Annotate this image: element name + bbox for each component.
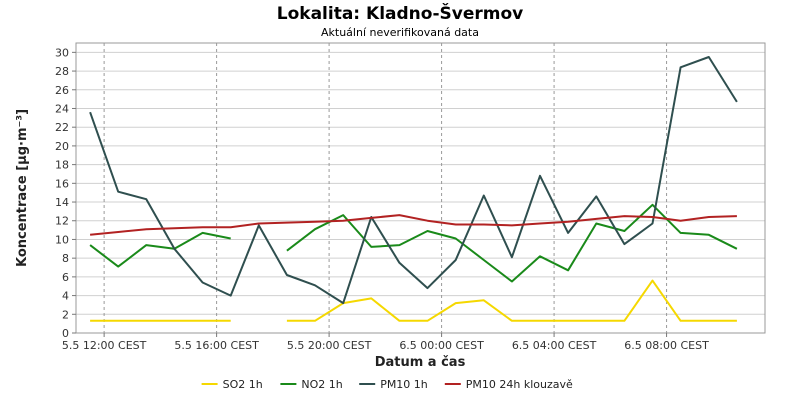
y-tick-label: 22: [55, 121, 69, 134]
x-tick-label: 5.5 20:00 CEST: [287, 339, 372, 352]
y-tick-label: 6: [62, 271, 69, 284]
x-tick-label: 6.5 08:00 CEST: [624, 339, 709, 352]
legend-label: PM10 1h: [380, 378, 428, 391]
chart-title: Lokalita: Kladno-Švermov: [277, 2, 523, 24]
legend: SO2 1h NO2 1h PM10 1h PM10 24h klouzavě: [201, 378, 573, 391]
x-tick-label: 6.5 00:00 CEST: [399, 339, 484, 352]
y-tick-label: 10: [55, 233, 69, 246]
plot-area: [75, 42, 766, 334]
legend-label: SO2 1h: [223, 378, 263, 391]
grid: [76, 43, 765, 333]
y-tick-label: 16: [55, 177, 69, 190]
series-line-pm10-24h-klouzav: [90, 214, 737, 236]
legend-label: PM10 24h klouzavě: [466, 378, 573, 391]
y-tick-label: 28: [55, 65, 69, 78]
y-tick-label: 2: [62, 308, 69, 321]
y-axis-label: Koncentrace [µg·m⁻³]: [15, 109, 30, 267]
y-tick-label: 26: [55, 84, 69, 97]
y-tick-label: 4: [62, 290, 69, 303]
y-tick-label: 18: [55, 159, 69, 172]
y-tick-label: 12: [55, 215, 69, 228]
y-tick-label: 0: [62, 327, 69, 340]
series-line-pm10-1h: [89, 56, 738, 305]
x-tick-label: 5.5 12:00 CEST: [62, 339, 147, 352]
series-line-no2-1h: [89, 203, 738, 283]
y-tick-label: 24: [55, 102, 69, 115]
y-tick-label: 20: [55, 140, 69, 153]
x-axis-label: Datum a čas: [375, 355, 466, 370]
series-line-so2-1h: [90, 279, 737, 322]
y-tick-label: 14: [55, 196, 69, 209]
x-tick-label: 6.5 04:00 CEST: [512, 339, 597, 352]
series-lines: [89, 56, 738, 322]
x-tick-label: 5.5 16:00 CEST: [174, 339, 259, 352]
y-tick-label: 30: [55, 46, 69, 59]
legend-label: NO2 1h: [301, 378, 342, 391]
y-tick-label: 8: [62, 252, 69, 265]
chart-subtitle: Aktuální neverifikovaná data: [321, 26, 479, 39]
